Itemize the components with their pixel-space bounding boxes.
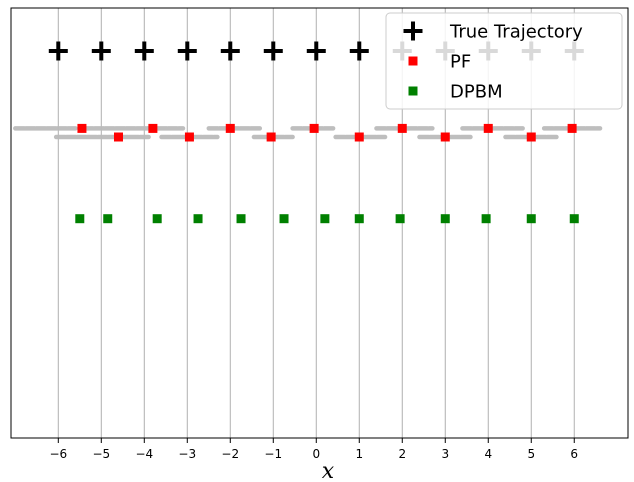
true-trajectory-point: [48, 41, 68, 61]
legend-true-trajectory-label: True Trajectory: [449, 22, 583, 43]
legend: True Trajectory PF DPBM: [385, 12, 623, 110]
dpbm-point: [440, 214, 450, 224]
legend-dpbm-label: DPBM: [450, 82, 503, 103]
x-tick-label: 6: [570, 447, 578, 461]
dpbm-point: [354, 214, 364, 224]
x-tick-label: −1: [264, 447, 282, 461]
dpbm-point: [103, 214, 113, 224]
pf-point: [266, 132, 276, 142]
x-tick-label: 3: [441, 447, 449, 461]
true-trajectory-point: [91, 41, 111, 61]
dpbm-point: [279, 214, 289, 224]
pf-point: [397, 123, 407, 133]
pf-point: [483, 123, 493, 133]
true-trajectory-point: [263, 41, 283, 61]
x-tick-label: −4: [135, 447, 153, 461]
x-tick-label: 2: [398, 447, 406, 461]
dpbm-point: [236, 214, 246, 224]
dpbm-point: [395, 214, 405, 224]
x-tick-label: −5: [92, 447, 110, 461]
pf-point: [184, 132, 194, 142]
true-trajectory-point: [177, 41, 197, 61]
true-trajectory-point: [306, 41, 326, 61]
pf-point: [440, 132, 450, 142]
x-tick-label: −3: [178, 447, 196, 461]
pf-point: [526, 132, 536, 142]
x-tick-label: 1: [355, 447, 363, 461]
legend-pf-marker: [408, 56, 418, 66]
legend-dpbm-marker: [408, 86, 418, 96]
pf-point: [77, 123, 87, 133]
x-tick-label: −2: [221, 447, 239, 461]
dpbm-point: [320, 214, 330, 224]
pf-point: [567, 123, 577, 133]
dpbm-point: [569, 214, 579, 224]
pf-point: [354, 132, 364, 142]
true-trajectory-point: [134, 41, 154, 61]
legend-true-trajectory-marker: [403, 21, 423, 41]
x-tick-label: 5: [527, 447, 535, 461]
dpbm-point: [481, 214, 491, 224]
pf-point: [148, 123, 158, 133]
pf-point: [309, 123, 319, 133]
x-tick-label: −6: [49, 447, 67, 461]
dpbm-point: [152, 214, 162, 224]
x-tick-label: 4: [484, 447, 492, 461]
tick-layer: −6 −5 −4 −3 −2 −1 0 1 2 3 4 5 6: [49, 438, 578, 461]
plot-frame: [10, 7, 629, 439]
x-tick-label: 0: [312, 447, 320, 461]
true-trajectory-point: [220, 41, 240, 61]
legend-pf-label: PF: [450, 52, 471, 73]
dpbm-point: [526, 214, 536, 224]
x-axis-label: x: [322, 459, 335, 482]
pf-point: [225, 123, 235, 133]
legend-box: [385, 12, 623, 110]
dpbm-point: [193, 214, 203, 224]
dpbm-point: [75, 214, 85, 224]
pf-point: [113, 132, 123, 142]
legend-entries: True Trajectory PF DPBM: [403, 21, 583, 103]
true-trajectory-point: [349, 41, 369, 61]
